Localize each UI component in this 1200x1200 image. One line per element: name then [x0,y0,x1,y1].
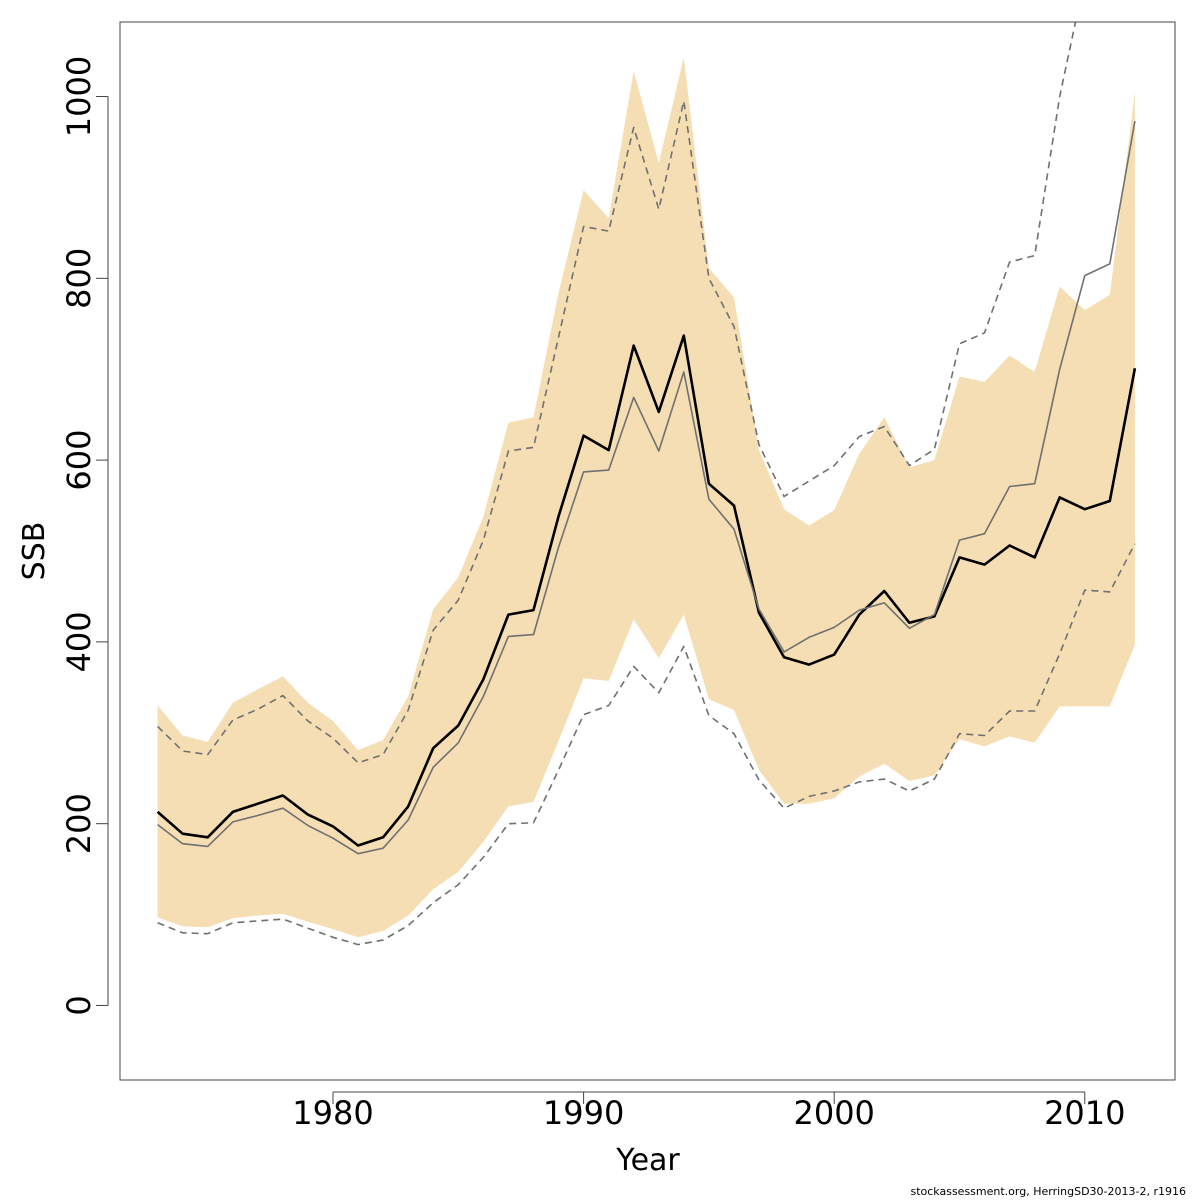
plot-frame [119,21,1176,1081]
ssb-upper-bound-line [157,0,1082,764]
x-tick-label: 2010 [1044,1094,1125,1132]
y-tick-label: 200 [60,793,98,854]
x-axis-title: Year [615,1143,680,1178]
y-axis-title: SSB [17,522,52,581]
y-axis: 0 200 400 600 800 1000 [60,56,109,1016]
y-tick-label: 800 [60,248,98,309]
confidence-band-layer [157,57,1135,938]
y-tick-label: 600 [60,430,98,491]
plot-margin-cover [0,0,1200,22]
ssb-lower-bound-line [157,543,1136,946]
y-tick-label: 400 [60,611,98,672]
ssb-estimate-line [156,334,1137,847]
x-tick-label: 2000 [793,1094,874,1132]
y-tick-label: 1000 [60,56,98,137]
footer-credit: stockassessment.org, HerringSD30-2013-2,… [910,1185,1186,1198]
series-layer [156,0,1137,946]
x-tick-label: 1990 [543,1094,624,1132]
y-tick-label: 0 [60,995,98,1015]
x-tick-label: 1980 [292,1094,373,1132]
confidence-band [157,57,1135,938]
x-axis: 1980 1990 2000 2010 [292,1091,1126,1132]
ssb-alt-estimate-line [157,120,1136,855]
